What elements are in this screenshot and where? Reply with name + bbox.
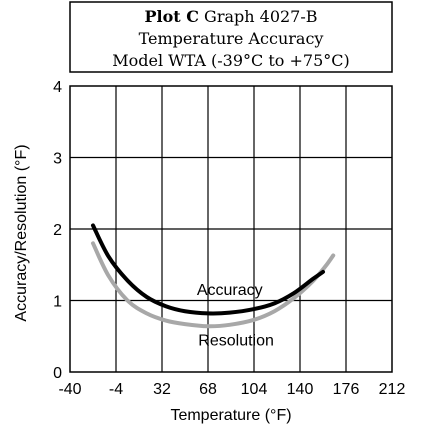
chart-title-rest: Graph 4027-B [199,7,318,26]
x-tick-label: -40 [58,381,81,398]
x-tick-label: 68 [199,381,217,398]
x-axis-label: Temperature (°F) [170,407,291,424]
chart-title: Plot C Graph 4027-B [144,7,317,26]
x-tick-label: 140 [287,381,314,398]
x-tick-label: -4 [109,381,123,398]
grid-lines [70,86,392,372]
tick-labels: -40 -4 32 68 104 140 176 212 0 1 2 3 4 [53,79,405,398]
chart-title-box: Plot C Graph 4027-B Temperature Accuracy… [69,1,393,73]
y-tick-label: 2 [53,222,62,239]
y-tick-label: 0 [53,365,62,382]
x-tick-label: 104 [241,381,268,398]
series-layer [91,223,336,329]
x-tick-label: 32 [153,381,171,398]
x-tick-label: 212 [379,381,406,398]
series-label-accuracy: Accuracy [197,282,263,299]
series-line-accuracy [91,223,325,316]
title-frame [69,1,393,73]
y-axis-label: Accuracy/Resolution (°F) [13,144,30,321]
chart-title-bold: Plot C [144,7,198,26]
chart-subtitle: Temperature Accuracy [139,29,324,48]
chart-subtitle-model: Model WTA (-39°C to +75°C) [112,51,350,70]
y-tick-label: 1 [53,294,62,311]
x-tick-label: 176 [333,381,360,398]
series-label-resolution: Resolution [198,333,274,350]
y-tick-label: 3 [53,151,62,168]
y-tick-label: 4 [53,79,62,96]
